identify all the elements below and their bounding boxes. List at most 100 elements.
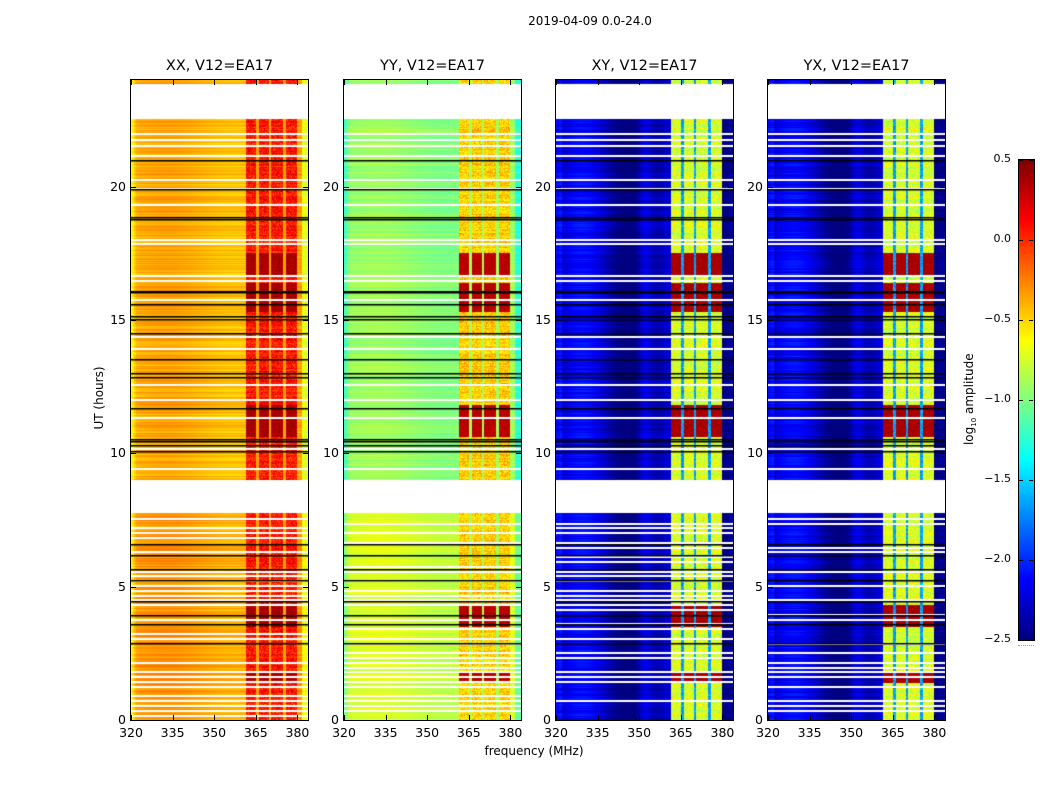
x-tick-label: 350: [627, 725, 652, 740]
colorbar-label-suffix: amplitude: [961, 353, 976, 418]
y-tick-mark: [768, 320, 773, 321]
panel-yx: YX, V12=EA17 320 335 350 365 380 0 5 10 15 20: [747, 58, 946, 740]
x-tick-mark-top: [344, 80, 345, 85]
y-tick-mark-right: [940, 720, 945, 721]
y-tick-label: 15: [747, 312, 763, 327]
y-tick-label: 0: [331, 712, 339, 727]
colorbar-tick-mark: [1019, 240, 1023, 241]
y-tick-mark-right: [303, 720, 308, 721]
x-tick-mark: [468, 715, 470, 720]
x-tick-mark: [510, 715, 512, 720]
colorbar-label-sub: 10: [970, 417, 979, 427]
panel-title: YY, V12=EA17: [380, 58, 485, 74]
x-tick-mark-top: [556, 80, 557, 85]
x-tick-mark-top: [680, 80, 682, 85]
x-tick-mark: [680, 715, 682, 720]
y-tick-mark-right: [303, 586, 308, 588]
y-tick-mark: [556, 320, 561, 321]
x-tick-label: 350: [839, 725, 864, 740]
y-tick-mark-right: [303, 320, 308, 321]
y-tick-mark-right: [728, 453, 733, 455]
y-tick-mark: [344, 186, 349, 188]
x-tick-label: 365: [880, 725, 905, 740]
colorbar-frame: [1018, 159, 1035, 641]
x-tick-mark: [427, 715, 429, 720]
colorbar-tick-mark-right: [1029, 400, 1033, 401]
colorbar-tick-label: −2.5: [984, 632, 1011, 645]
x-tick-label: 320: [119, 725, 143, 740]
colorbar-label: log10 amplitude: [962, 334, 978, 464]
colorbar-tick-mark: [1019, 160, 1023, 161]
y-tick-mark-right: [516, 586, 521, 588]
y-tick-mark-right: [728, 186, 733, 188]
x-tick-mark-top: [851, 80, 853, 85]
x-tick-mark: [934, 715, 936, 720]
colorbar-tick-mark: [1019, 320, 1023, 321]
colorbar-tick-mark-right: [1029, 320, 1033, 321]
x-tick-mark-top: [468, 80, 470, 85]
colorbar-tick-mark: [1019, 400, 1023, 401]
y-tick-label: 15: [110, 312, 126, 327]
colorbar-tick-mark: [1019, 560, 1023, 561]
x-tick-mark-top: [768, 80, 769, 85]
x-tick-mark: [344, 715, 345, 720]
panel-xx: XX, V12=EA17 320 335 350 365 380 0 5 10 15 20: [110, 58, 309, 740]
y-tick-mark-right: [728, 320, 733, 321]
y-tick-mark-right: [728, 720, 733, 721]
y-tick-label: 15: [323, 312, 339, 327]
x-tick-mark-top: [639, 80, 641, 85]
y-tick-mark: [556, 586, 561, 588]
x-tick-mark-top: [297, 80, 299, 85]
y-tick-mark-right: [516, 186, 521, 188]
x-tick-mark: [892, 715, 894, 720]
y-tick-label: 10: [535, 445, 551, 461]
x-tick-mark-top: [722, 80, 724, 85]
colorbar-tick-label: 0.5: [993, 152, 1012, 165]
x-tick-mark-top: [597, 80, 599, 85]
y-tick-mark-right: [303, 453, 308, 455]
y-tick-mark-right: [940, 586, 945, 588]
x-tick-label: 335: [585, 725, 610, 740]
x-tick-label: 365: [243, 725, 268, 740]
x-axis-label-text: frequency (MHz): [484, 744, 584, 758]
x-tick-label: 380: [922, 725, 947, 740]
x-tick-label: 320: [756, 725, 780, 740]
y-tick-label: 20: [535, 178, 551, 194]
colorbar-tick-label: −1.5: [984, 472, 1011, 485]
x-tick-mark: [851, 715, 853, 720]
heatmap-image: [344, 80, 521, 720]
x-tick-label: 335: [797, 725, 822, 740]
y-tick-label: 10: [323, 445, 339, 461]
x-tick-mark: [172, 715, 174, 720]
x-axis-label: frequency (MHz): [344, 744, 724, 758]
x-tick-mark: [768, 715, 769, 720]
colorbar: 0.5 0.0 −0.5 −1.0 −1.5 −2.0 −2.5: [984, 152, 1035, 645]
x-tick-label: 320: [544, 725, 568, 740]
colorbar-label-prefix: log: [961, 426, 976, 446]
colorbar-tick-mark-right: [1029, 240, 1033, 241]
y-tick-label: 5: [331, 578, 339, 594]
x-tick-mark: [214, 715, 216, 720]
x-tick-label: 350: [415, 725, 440, 740]
y-tick-mark: [768, 586, 773, 588]
x-tick-label: 320: [332, 725, 356, 740]
y-tick-mark: [768, 453, 773, 455]
heatmap-image: [768, 80, 945, 720]
x-tick-mark-top: [214, 80, 216, 85]
y-tick-mark: [131, 586, 136, 588]
colorbar-tick-mark-right: [1029, 560, 1033, 561]
y-tick-mark: [556, 453, 561, 455]
x-tick-mark: [722, 715, 724, 720]
x-tick-mark: [556, 715, 557, 720]
panel-title: XY, V12=EA17: [591, 58, 698, 74]
y-tick-mark-right: [728, 586, 733, 588]
y-tick-label: 5: [755, 578, 763, 594]
y-tick-label: 10: [110, 445, 126, 461]
y-tick-label: 0: [543, 712, 551, 727]
panel-yy: YY, V12=EA17 320 335 350 365 380 0 5 10 15 20: [323, 58, 522, 740]
x-tick-mark: [131, 715, 132, 720]
y-tick-mark-right: [516, 453, 521, 455]
x-tick-mark-top: [255, 80, 257, 85]
y-tick-mark: [556, 186, 561, 188]
y-tick-mark: [131, 320, 136, 321]
